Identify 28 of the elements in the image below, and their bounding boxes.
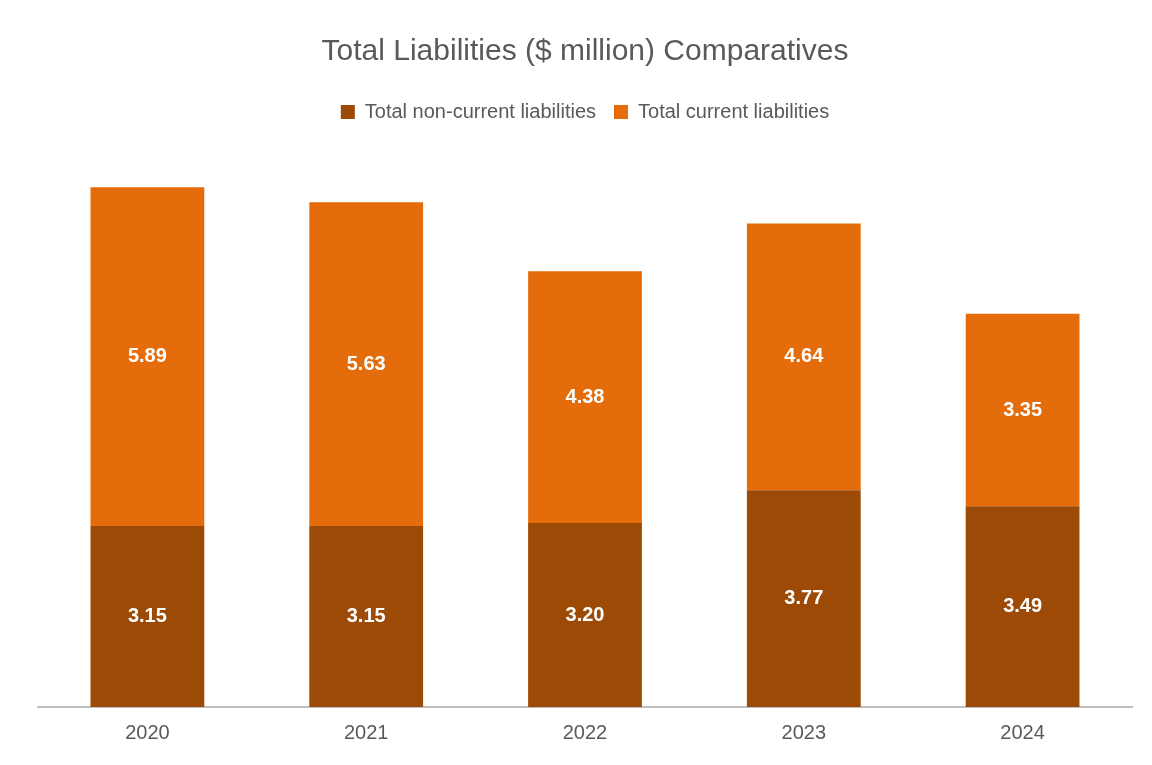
data-label: 4.64 (784, 344, 825, 367)
bar (90, 525, 205, 707)
x-tick-label: 2021 (343, 720, 389, 743)
bar (965, 313, 1080, 507)
x-tick-label: 2020 (125, 720, 170, 743)
data-label: 5.63 (346, 351, 386, 374)
x-tick-label: 2024 (1000, 720, 1045, 743)
bar (746, 490, 861, 707)
legend-label: Total current liabilities (638, 99, 830, 122)
bar (746, 223, 861, 491)
data-label: 3.49 (1003, 594, 1043, 617)
x-tick-label: 2023 (781, 720, 827, 743)
data-label: 3.15 (346, 603, 386, 626)
bar (528, 271, 642, 523)
bar (965, 506, 1080, 707)
bar (309, 202, 424, 526)
x-tick-label: 2022 (562, 720, 608, 743)
data-label: 3.77 (784, 586, 824, 609)
legend-label: Total non-current liabilities (364, 99, 597, 122)
bar (90, 187, 205, 526)
chart-title: Total Liabilities ($ million) Comparatives (321, 33, 849, 67)
bar (309, 525, 424, 707)
data-label: 5.89 (127, 344, 167, 367)
bar (528, 523, 642, 707)
data-label: 4.38 (565, 384, 605, 407)
data-label: 3.15 (127, 603, 167, 626)
data-label: 3.35 (1003, 397, 1043, 420)
data-label: 3.20 (565, 602, 605, 625)
